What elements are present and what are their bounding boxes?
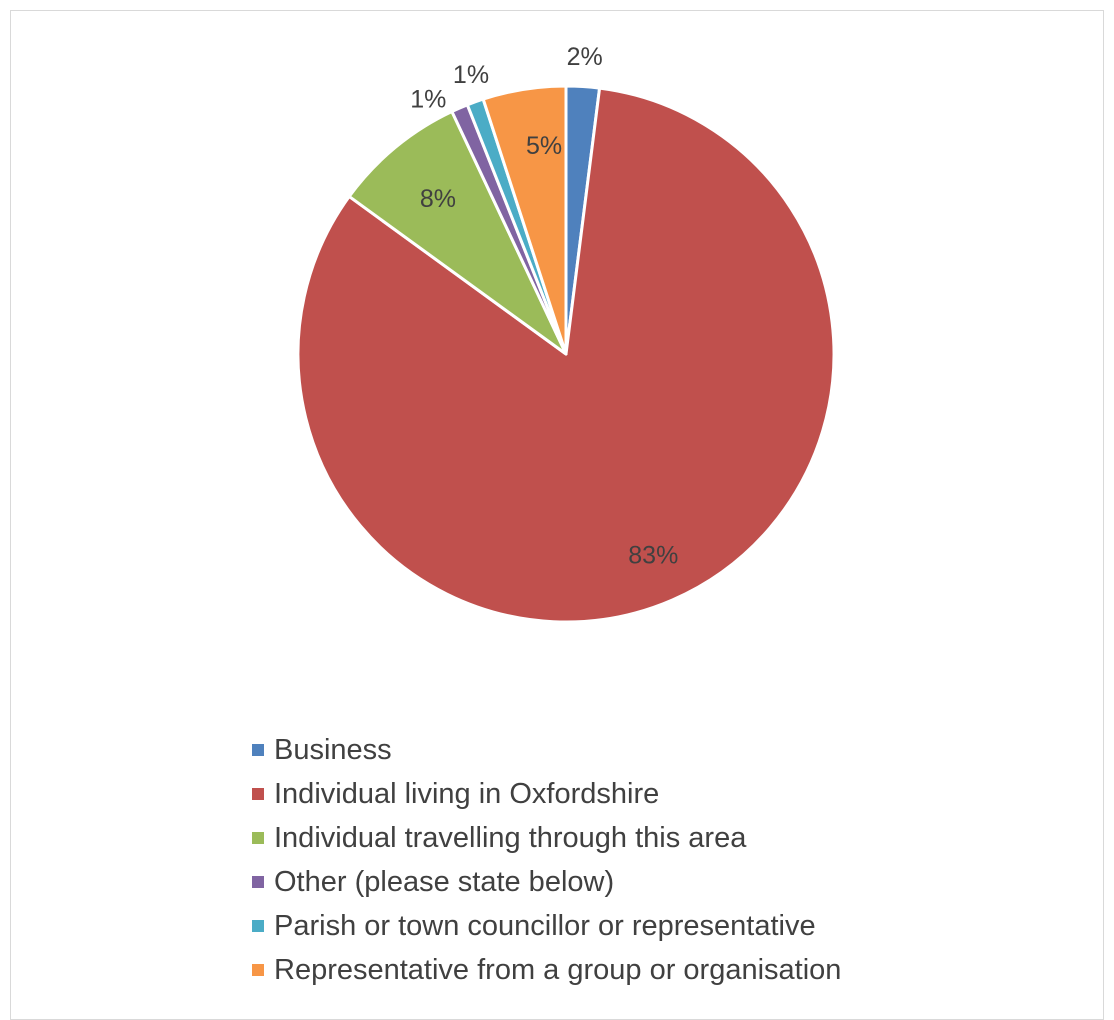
pie-slice-6	[481, 84, 568, 356]
legend-swatch	[252, 964, 264, 976]
pie-chart: 2% 83% 8% 1%1% 5%	[296, 43, 836, 624]
legend-label: Individual travelling through this area	[274, 821, 747, 854]
data-label-2: 83%	[628, 542, 678, 570]
legend-swatch	[252, 744, 264, 756]
legend-label: Other (please state below)	[274, 865, 615, 898]
legend-swatch	[252, 876, 264, 888]
pie-data-labels: 2% 83% 8% 1%1% 5%	[410, 43, 678, 570]
legend-swatch	[252, 832, 264, 844]
legend-label: Business	[274, 733, 392, 766]
legend-item-2: Individual living in Oxfordshire	[252, 772, 841, 816]
legend-item-5: Parish or town councillor or representat…	[252, 904, 841, 948]
legend-label: Individual living in Oxfordshire	[274, 777, 660, 810]
data-label-3: 8%	[420, 185, 456, 213]
legend-item-1: Business	[252, 728, 841, 772]
legend-item-4: Other (please state below)	[252, 860, 841, 904]
legend-swatch	[252, 920, 264, 932]
data-label-5: 1%	[453, 61, 489, 89]
legend-label: Representative from a group or organisat…	[274, 953, 842, 986]
legend-item-3: Individual travelling through this area	[252, 816, 841, 860]
pie-slice-3	[347, 110, 568, 356]
legend-label: Parish or town councillor or representat…	[274, 909, 816, 942]
data-label-6: 5%	[526, 132, 562, 160]
pie-slices	[296, 84, 836, 624]
legend-item-6: Representative from a group or organisat…	[252, 948, 841, 992]
data-label-1: 2%	[567, 43, 603, 71]
legend-swatch	[252, 788, 264, 800]
chart-legend: Business Individual living in Oxfordshire…	[252, 728, 841, 992]
data-label-4: 1%	[410, 85, 446, 113]
